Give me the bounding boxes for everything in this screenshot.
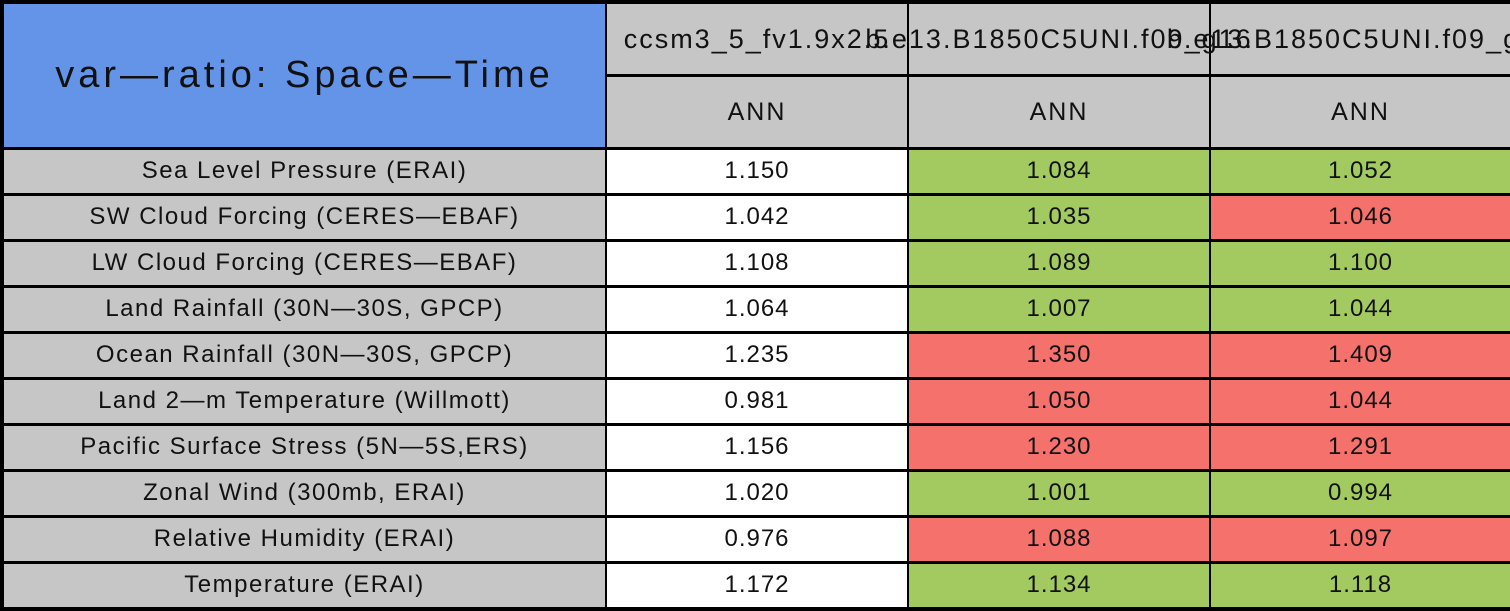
row-label: Temperature (ERAI) <box>1 560 607 611</box>
table-title-cell: var—ratio: Space—Time <box>1 0 607 150</box>
model-name: b.e13.B1850C5UNI.f09_g16 <box>1166 23 1510 54</box>
value-cell: 1.001 <box>907 468 1211 518</box>
table-row-sea-level-pressure: Sea Level Pressure (ERAI) 1.150 1.084 1.… <box>1 147 1510 196</box>
value-cell: 1.064 <box>605 284 909 334</box>
value-cell: 1.044 <box>1209 376 1510 426</box>
value-cell: 0.981 <box>605 376 909 426</box>
table-row-pacific-surface-stress: Pacific Surface Stress (5N—5S,ERS) 1.156… <box>1 422 1510 472</box>
column-header-model-1: ccsm3_5_fv1.9x2.5 <box>605 0 909 77</box>
row-label: Sea Level Pressure (ERAI) <box>1 147 607 196</box>
header-row-seasons: ANN ANN ANN <box>2 74 1510 150</box>
value-cell: 1.108 <box>605 238 909 288</box>
row-label: SW Cloud Forcing (CERES—EBAF) <box>1 192 607 242</box>
value-cell: 1.052 <box>1209 147 1510 196</box>
value-cell: 1.097 <box>1209 514 1510 564</box>
value-cell: 1.134 <box>907 560 1211 611</box>
row-label: Zonal Wind (300mb, ERAI) <box>1 468 607 518</box>
table-row-ocean-rainfall: Ocean Rainfall (30N—30S, GPCP) 1.235 1.3… <box>1 330 1510 380</box>
model-name: ccsm3_5_fv1.9x2.5 <box>623 23 891 54</box>
value-cell: 1.100 <box>1209 238 1510 288</box>
value-cell: 1.156 <box>605 422 909 472</box>
table-row-land-2m-temperature: Land 2—m Temperature (Willmott) 0.981 1.… <box>1 376 1510 426</box>
value-cell: 1.046 <box>1209 192 1510 242</box>
row-label: Ocean Rainfall (30N—30S, GPCP) <box>1 330 607 380</box>
value-cell: 1.291 <box>1209 422 1510 472</box>
value-cell: 1.050 <box>907 376 1211 426</box>
value-cell: 1.235 <box>605 330 909 380</box>
model-name: b.e13.B1850C5UNI.f09_g16 <box>865 23 1253 54</box>
value-cell: 1.150 <box>605 147 909 196</box>
table-row-land-rainfall: Land Rainfall (30N—30S, GPCP) 1.064 1.00… <box>1 284 1510 334</box>
value-cell: 0.976 <box>605 514 909 564</box>
column-season-1: ANN <box>605 74 909 150</box>
header-row-models: var—ratio: Space—Time ccsm3_5_fv1.9x2.5 … <box>1 0 1510 150</box>
value-cell: 1.089 <box>907 238 1211 288</box>
row-label: Relative Humidity (ERAI) <box>1 514 607 564</box>
model-name-wrap: b.e13.B1850C5UNI.f09_g16 <box>1167 4 1510 74</box>
model-name-wrap: b.e13.B1850C5UNI.f09_g16 <box>865 4 1250 74</box>
value-cell: 1.044 <box>1209 284 1510 334</box>
table-row-lw-cloud-forcing: LW Cloud Forcing (CERES—EBAF) 1.108 1.08… <box>1 238 1510 288</box>
table-row-zonal-wind: Zonal Wind (300mb, ERAI) 1.020 1.001 0.9… <box>1 468 1510 518</box>
row-label: Pacific Surface Stress (5N—5S,ERS) <box>1 422 607 472</box>
table-row-temperature: Temperature (ERAI) 1.172 1.134 1.118 <box>1 560 1510 611</box>
value-cell: 0.994 <box>1209 468 1510 518</box>
value-cell: 1.020 <box>605 468 909 518</box>
page-title: var—ratio: Space—Time <box>55 54 554 96</box>
value-cell: 1.350 <box>907 330 1211 380</box>
value-cell: 1.230 <box>907 422 1211 472</box>
value-cell: 1.088 <box>907 514 1211 564</box>
row-label: Land 2—m Temperature (Willmott) <box>1 376 607 426</box>
value-cell: 1.118 <box>1209 560 1510 611</box>
column-season-3: ANN <box>1209 74 1510 150</box>
value-cell: 1.035 <box>907 192 1211 242</box>
value-cell: 1.084 <box>907 147 1211 196</box>
column-season-2: ANN <box>907 74 1211 150</box>
row-label: Land Rainfall (30N—30S, GPCP) <box>1 284 607 334</box>
value-cell: 1.007 <box>907 284 1211 334</box>
column-header-model-3: b.e13.B1850C5UNI.f09_g16 <box>1167 0 1510 77</box>
value-cell: 1.042 <box>605 192 909 242</box>
column-header-model-2: b.e13.B1850C5UNI.f09_g16 <box>865 0 1251 77</box>
value-cell: 1.409 <box>1209 330 1510 380</box>
table-row-sw-cloud-forcing: SW Cloud Forcing (CERES—EBAF) 1.042 1.03… <box>1 192 1510 242</box>
row-label: LW Cloud Forcing (CERES—EBAF) <box>1 238 607 288</box>
model-name-wrap: ccsm3_5_fv1.9x2.5 <box>607 4 907 74</box>
value-cell: 1.172 <box>605 560 909 611</box>
table-row-relative-humidity: Relative Humidity (ERAI) 0.976 1.088 1.0… <box>1 514 1510 564</box>
